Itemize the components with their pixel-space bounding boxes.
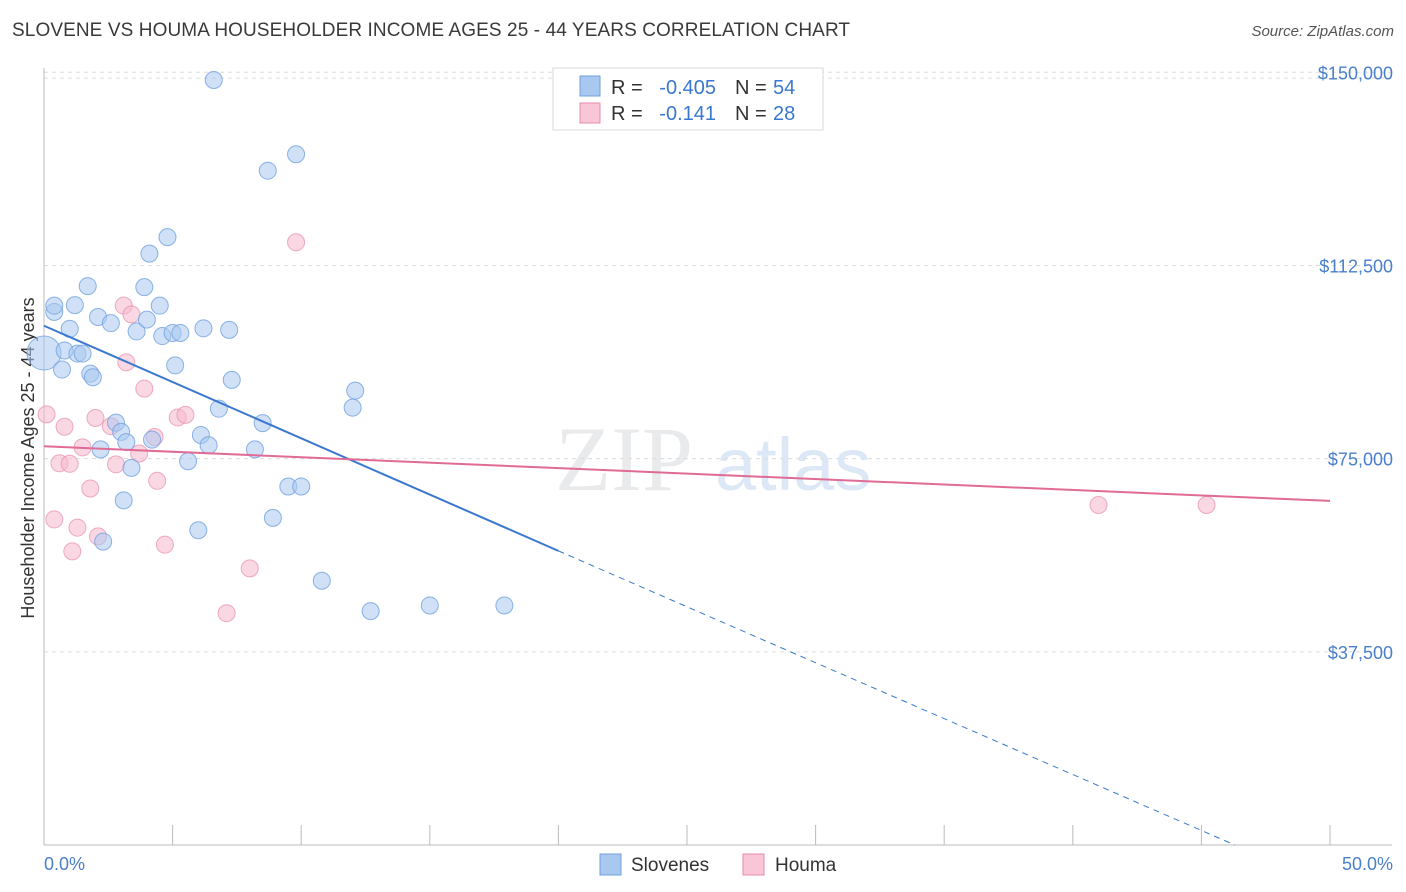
point-slovenes [94,532,113,551]
point-slovenes [166,356,185,375]
bottom-legend-swatch-houma [742,853,765,876]
point-houma [217,604,236,623]
point-slovenes [114,491,133,510]
point-slovenes [78,277,97,296]
point-slovenes [137,310,156,329]
point-houma [55,417,74,436]
trend-line-slovenes [43,324,559,552]
legend-n-label: N = [735,103,767,125]
point-houma [68,518,87,537]
trend-line-slovenes-extension [558,550,1236,846]
y-tick-label: $112,500 [1319,256,1393,276]
legend-n-value: 54 [773,77,795,99]
trend-line-houma [43,445,1331,502]
point-slovenes [292,477,311,496]
point-houma [135,379,154,398]
x-tick-label: 0.0% [44,854,85,874]
point-slovenes [287,145,306,164]
point-slovenes [101,314,120,333]
legend-r-value: -0.141 [659,103,716,125]
point-houma [107,455,126,474]
point-slovenes [495,596,514,615]
legend-r-label: R = [611,103,643,125]
y-tick-label: $75,000 [1328,450,1393,470]
point-houma [155,535,174,554]
point-slovenes [189,521,208,540]
point-slovenes [83,368,102,387]
legend-r-label: R = [611,77,643,99]
point-houma [1089,496,1108,515]
watermark: ZIP atlas [555,408,871,510]
point-slovenes [127,322,146,341]
point-houma [60,454,79,473]
point-houma [45,510,64,529]
legend-swatch-slovenes [579,75,601,97]
legend-swatch-houma [579,102,601,124]
point-slovenes [263,508,282,527]
point-houma [1197,496,1216,515]
point-slovenes [45,296,64,315]
point-slovenes [140,244,159,263]
x-tick-label: 50.0% [1342,854,1393,874]
point-slovenes [194,319,213,338]
point-slovenes [220,320,239,339]
point-slovenes [73,344,92,363]
bottom-legend-label-slovenes: Slovenes [631,855,709,876]
bottom-legend-label-houma: Houma [775,855,837,876]
trend-lines [43,324,1331,846]
point-slovenes [204,71,223,90]
chart-title: SLOVENE VS HOUMA HOUSEHOLDER INCOME AGES… [12,20,851,41]
y-axis-label: Householder Income Ages 25 - 44 years [18,297,38,618]
legend-n-label: N = [735,77,767,99]
point-slovenes [179,452,198,471]
point-slovenes [346,381,365,400]
y-tick-labels: $37,500 $75,000 $112,500 $150,000 [1318,63,1393,663]
legend-n-value: 28 [773,103,795,125]
point-slovenes [361,602,380,621]
point-slovenes [158,228,177,247]
point-houma [122,305,141,324]
point-slovenes [312,571,331,590]
point-houma [176,405,195,424]
legend-r-value: -0.405 [659,77,716,99]
point-slovenes [135,278,154,297]
point-houma [148,471,167,490]
point-houma [86,408,105,427]
bottom-legend-swatch-slovenes [599,853,622,876]
point-slovenes [143,430,162,449]
y-tick-label: $37,500 [1328,643,1393,663]
point-slovenes [171,323,190,342]
point-slovenes [117,433,136,452]
point-slovenes [199,436,218,455]
point-houma [287,233,306,252]
series-slovenes-points [26,71,514,621]
x-tick-labels: 0.0% 50.0% [44,854,1393,874]
point-slovenes [222,370,241,389]
point-slovenes [343,398,362,417]
source-label: Source: ZipAtlas.com [1251,23,1394,40]
point-houma [63,542,82,561]
point-slovenes [420,596,439,615]
point-slovenes [258,161,277,180]
watermark-atlas: atlas [715,423,871,506]
bottom-legend: Slovenes Houma [599,853,837,876]
y-tick-label: $150,000 [1318,63,1393,83]
point-slovenes [53,360,72,379]
point-slovenes [150,296,169,315]
point-slovenes [245,440,264,459]
legend-box: R = -0.405 N = 54 R = -0.141 N = 28 [552,67,824,131]
point-slovenes [122,458,141,477]
point-houma [240,559,259,578]
axes [43,68,1392,846]
point-houma [37,405,56,424]
point-slovenes [65,296,84,315]
point-houma [81,479,100,498]
